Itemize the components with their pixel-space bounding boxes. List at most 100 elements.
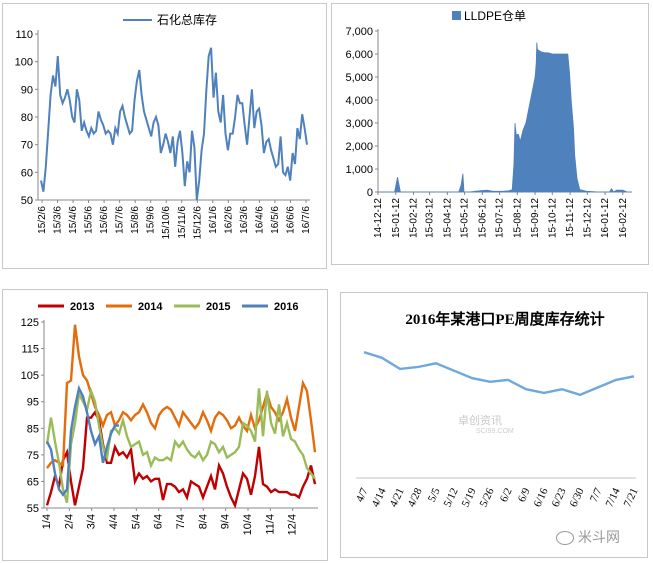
footer-logo-text: 米斗网 <box>578 529 620 545</box>
legend-label: 2016 <box>274 301 298 313</box>
series-line-port-pe <box>363 351 635 397</box>
y-tick-label: 50 <box>21 195 33 207</box>
y-tick-label: 70 <box>21 140 33 152</box>
y-tick-label: 115 <box>21 344 39 356</box>
x-tick-label: 7/14 <box>604 486 623 509</box>
x-tick-label: 6/9 <box>516 486 533 504</box>
y-tick-label: 105 <box>21 370 39 382</box>
x-tick-label: 15-10-12 <box>547 198 558 238</box>
x-tick-label: 5/26 <box>478 486 497 509</box>
y-tick-label: 100 <box>15 57 33 69</box>
x-tick-label: 16-02-12 <box>618 198 629 238</box>
x-tick-label: 15/11/6 <box>177 206 188 239</box>
x-tick-label: 15/12/6 <box>192 206 203 240</box>
legend-label: 2013 <box>70 301 94 313</box>
chart-panel-port-pe-inventory <box>340 292 648 558</box>
x-tick-label: 15-08-12 <box>512 198 523 238</box>
series-line-2016 <box>45 384 119 497</box>
x-tick-label: 5/12 <box>442 486 461 509</box>
chart-title: 2016年某港口PE周度库存统计 <box>405 310 604 328</box>
x-tick-label: 6/16 <box>532 486 551 509</box>
y-tick-label: 3,000 <box>345 118 373 130</box>
y-tick-label: 6,000 <box>345 49 373 61</box>
y-tick-label: 0 <box>367 187 373 199</box>
x-tick-label: 6/23 <box>550 486 569 509</box>
series-line-2014 <box>46 324 317 469</box>
x-tick-label: 15/4/6 <box>68 206 79 234</box>
x-tick-label: 15-05-12 <box>460 198 471 238</box>
x-tick-label: 4/21 <box>388 486 407 509</box>
x-tick-label: 15-06-12 <box>477 198 488 238</box>
legend-label: LLDPE仓单 <box>464 9 526 23</box>
series-line-2013 <box>45 410 317 509</box>
series-line-petrochem-inventory <box>40 47 308 201</box>
y-tick-label: 90 <box>21 84 33 96</box>
y-tick-label: 75 <box>27 450 39 462</box>
x-tick-label: 15/3/6 <box>53 206 64 234</box>
x-tick-label: 15/10/6 <box>161 206 172 240</box>
x-tick-label: 11/4 <box>264 514 276 535</box>
legend-label: 2015 <box>206 301 230 313</box>
x-tick-label: 7/21 <box>622 486 641 509</box>
x-tick-label: 15-03-12 <box>425 198 436 238</box>
legend-label: 石化总库存 <box>157 12 217 27</box>
x-tick-label: 12/4 <box>287 514 299 535</box>
footer-logo: 米斗网 <box>556 527 620 547</box>
chart-panel-yearly-comparison <box>2 289 328 561</box>
x-tick-label: 15-04-12 <box>442 198 453 238</box>
x-tick-label: 6/2 <box>498 486 515 504</box>
x-tick-label: 15/9/6 <box>146 206 157 234</box>
x-tick-label: 7/4 <box>175 514 187 529</box>
x-tick-label: 15-09-12 <box>530 198 541 238</box>
y-tick-label: 65 <box>27 476 39 488</box>
watermark-main: 卓创资讯 <box>458 415 502 427</box>
y-tick-label: 7,000 <box>345 26 373 38</box>
x-tick-label: 5/19 <box>460 486 479 509</box>
x-tick-label: 9/4 <box>220 514 232 529</box>
y-tick-label: 1,000 <box>345 164 373 176</box>
watermark: 卓创资讯 SCI99.COM <box>458 412 514 435</box>
x-tick-label: 16/1/6 <box>208 206 219 234</box>
x-tick-label: 15/5/6 <box>84 206 95 234</box>
series-line-2015 <box>45 386 316 504</box>
x-tick-label: 4/7 <box>354 486 371 504</box>
watermark-sub: SCI99.COM <box>476 428 514 435</box>
x-tick-label: 16/2/6 <box>223 206 234 234</box>
legend-swatch <box>452 11 461 20</box>
y-tick-label: 5,000 <box>345 72 373 84</box>
x-tick-label: 3/4 <box>86 514 98 529</box>
x-tick-label: 15-02-12 <box>409 198 420 238</box>
x-tick-label: 15/6/6 <box>99 206 110 234</box>
x-tick-label: 15-07-12 <box>495 198 506 238</box>
y-tick-label: 95 <box>27 397 39 409</box>
x-tick-label: 1/4 <box>41 514 53 529</box>
x-tick-label: 4/4 <box>108 514 120 529</box>
y-tick-label: 125 <box>21 317 39 329</box>
y-tick-label: 80 <box>21 112 33 124</box>
x-tick-label: 6/30 <box>568 486 587 509</box>
x-tick-label: 2/4 <box>63 514 75 529</box>
x-tick-label: 16/4/6 <box>254 206 265 234</box>
series-area-lldpe <box>378 42 632 193</box>
x-tick-label: 10/4 <box>242 514 254 535</box>
y-tick-label: 2,000 <box>345 141 373 153</box>
x-tick-label: 16/6/6 <box>285 206 296 234</box>
x-tick-label: 15/2/6 <box>37 206 48 234</box>
x-tick-label: 8/4 <box>197 514 209 529</box>
x-tick-label: 7/7 <box>588 486 605 504</box>
y-tick-label: 60 <box>21 167 33 179</box>
x-tick-label: 16/7/6 <box>301 206 312 234</box>
x-tick-label: 15/7/6 <box>115 206 126 234</box>
x-tick-label: 16-01-12 <box>600 198 611 238</box>
legend-label: 2014 <box>138 301 163 313</box>
y-tick-label: 55 <box>27 503 39 515</box>
x-tick-label: 15/8/6 <box>130 206 141 234</box>
x-tick-label: 4/14 <box>370 486 389 509</box>
y-tick-label: 4,000 <box>345 95 373 107</box>
x-tick-label: 15-12-12 <box>582 198 593 238</box>
x-tick-label: 16/3/6 <box>239 206 250 234</box>
x-tick-label: 6/4 <box>153 514 165 529</box>
chart-panel-lldpe-warrants <box>331 3 649 265</box>
x-tick-label: 14-12-12 <box>373 198 384 238</box>
